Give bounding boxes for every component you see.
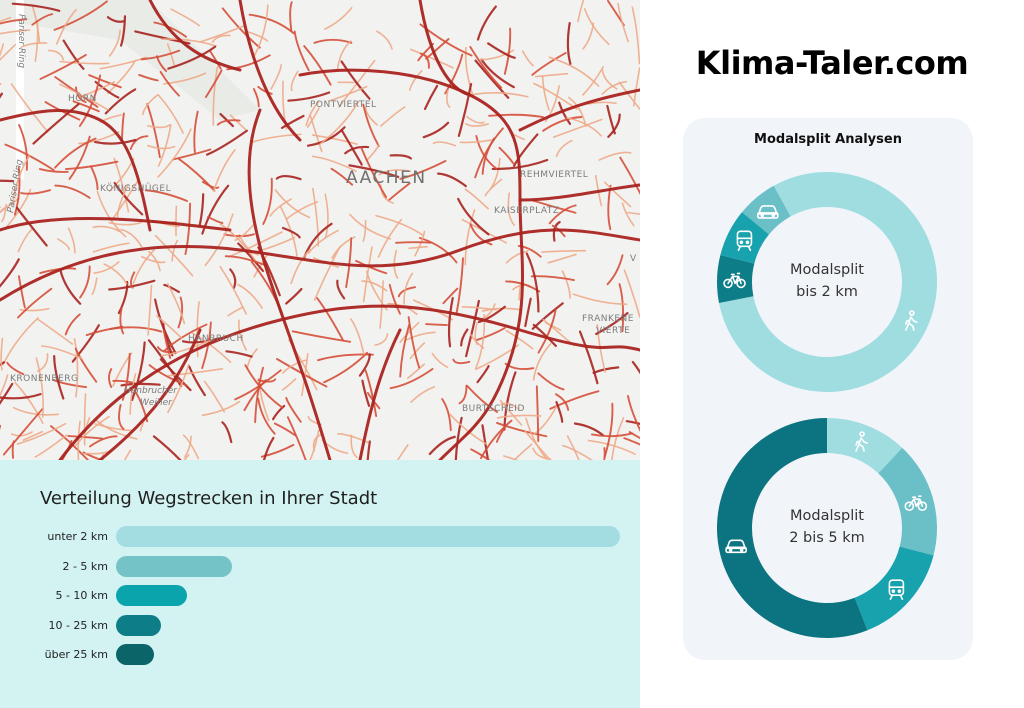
map-label-hanbrucher-weiher: Hanbrucher: [124, 386, 177, 396]
map-label-frankenberger: FRANKENE: [582, 314, 634, 324]
donut-slice-bike: [717, 255, 755, 303]
map-label-burtscheid: BURTSCHEID: [462, 404, 525, 414]
map-label-v: V: [630, 254, 637, 264]
map-road-network: [0, 0, 640, 460]
bar-label: über 25 km: [44, 648, 108, 661]
car-icon: [756, 205, 779, 219]
bike-icon: [723, 272, 746, 289]
bar-row: unter 2 km: [0, 526, 640, 556]
donut-slice-walk: [827, 418, 903, 474]
walk-icon: [855, 431, 868, 452]
bar: [116, 614, 162, 636]
train-icon: [888, 579, 905, 600]
donut-chart-2-to-5km: Modalsplit 2 bis 5 km: [715, 416, 939, 640]
donut-under-2km-svg: [717, 171, 937, 392]
donut-2-to-5km-line2: 2 bis 5 km: [789, 530, 865, 546]
bike-icon: [904, 495, 928, 511]
brand-title: Klima-Taler.com: [695, 44, 969, 82]
donut-2-to-5km-line1: Modalsplit: [789, 508, 864, 524]
bar: [116, 526, 620, 547]
donut-2-to-5km-center-label: Modalsplit 2 bis 5 km: [747, 505, 907, 549]
train-icon: [736, 230, 753, 252]
bar-track: [116, 526, 620, 547]
map-label-hanbruch: HANBRUCH: [188, 334, 244, 344]
bar-row: 2 - 5 km: [0, 555, 640, 586]
map-label-kronenberg: KRONENBERG: [10, 374, 79, 384]
bar: [116, 585, 187, 606]
bar-label: unter 2 km: [47, 530, 108, 543]
map-label-pariser-ring: Pariser Ring: [16, 14, 26, 69]
bar-label: 2 - 5 km: [62, 559, 108, 573]
bar-track: [116, 585, 620, 606]
bar-row: über 25 km: [0, 644, 640, 674]
modal-split-title: Modalsplit Analysen: [754, 132, 902, 147]
donut-under-2km-center-label: Modalsplit bis 2 km: [747, 259, 907, 303]
donut-slice-train: [854, 546, 934, 631]
car-icon: [725, 539, 747, 554]
donut-slice-car: [741, 185, 791, 235]
map-label-hanbrucher-weiher-2: Weiher: [140, 398, 172, 408]
bar-label: 10 - 25 km: [48, 618, 108, 632]
map-label-rehmviertel: REHMVIERTEL: [520, 170, 589, 180]
bar-track: [116, 644, 620, 665]
bar-label: 5 - 10 km: [55, 589, 108, 602]
bar-chart: unter 2 km 2 - 5 km 5 - 10 km 10 - 25 km übe…: [0, 526, 640, 674]
walk-icon: [905, 310, 918, 331]
bar-chart-title: Verteilung Wegstrecken in Ihrer Stadt: [40, 488, 378, 509]
donut-slice-car: [717, 418, 868, 638]
bar-row: 10 - 25 km: [0, 614, 640, 645]
map-label-pontviertel: PONTVIERTEL: [310, 100, 377, 110]
donut-under-2km-line1: Modalsplit: [789, 262, 864, 278]
donut-chart-under-2km: Modalsplit bis 2 km: [715, 170, 939, 394]
map-label-koenigshuegel: KÖNIGSHÜGEL: [100, 184, 172, 194]
distance-distribution-panel: Verteilung Wegstrecken in Ihrer Stadt un…: [0, 460, 640, 708]
map-label-aachen: AACHEN: [346, 168, 427, 188]
map-label-horn: HÖRN: [68, 94, 97, 104]
donut-2-to-5km-svg: [717, 418, 937, 638]
map-label-frankenberger-2: VIERTE: [596, 326, 631, 336]
map-label-kaiserplatz: KAISERPLATZ: [494, 206, 560, 216]
bar-track: [116, 614, 620, 636]
bar-row: 5 - 10 km: [0, 585, 640, 615]
modal-split-card: Modalsplit Analysen Modalsplit bis 2 km …: [683, 118, 973, 660]
donut-under-2km-line2: bis 2 km: [796, 284, 858, 300]
donut-slice-bike: [878, 447, 937, 556]
bar-track: [116, 555, 620, 577]
bar: [116, 644, 154, 665]
street-map[interactable]: AACHEN PONTVIERTEL HÖRN KÖNIGSHÜGEL KAIS…: [0, 0, 640, 460]
donut-slice-walk: [719, 171, 937, 392]
bar: [116, 555, 232, 577]
